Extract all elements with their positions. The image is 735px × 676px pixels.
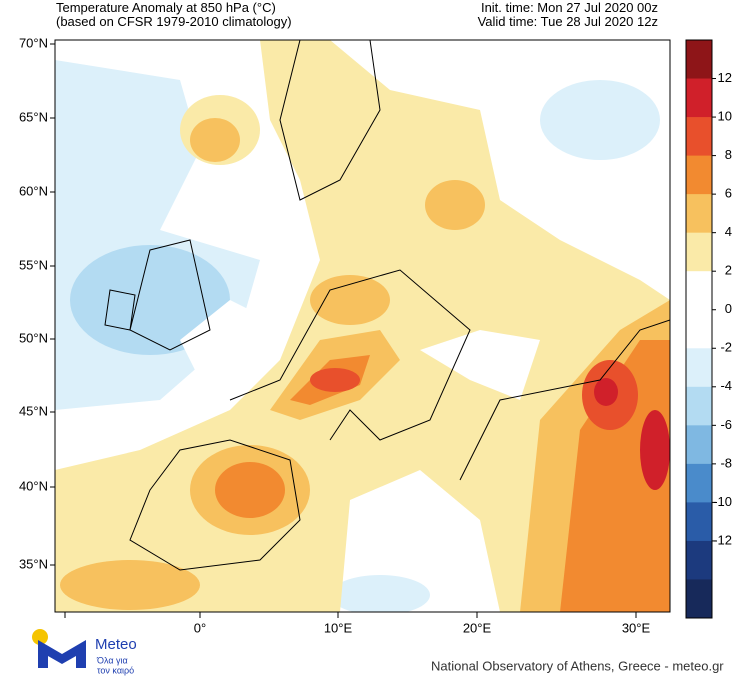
colorbar: 12 10 8 6 4 2 0 -2 -4 -6 -8 -10 -12 [685, 39, 732, 619]
colorbar-band [686, 425, 712, 465]
colorbar-band [686, 271, 712, 311]
lon-label: 30°E [622, 620, 651, 635]
colorbar-band [686, 386, 712, 426]
lat-label: 65°N [19, 109, 48, 124]
colorbar-label: -4 [720, 378, 732, 393]
map-axes: 70°N 65°N 60°N 55°N 50°N 45°N 40°N 35°N 0° 10°E 20… [19, 35, 651, 635]
colorbar-frame [685, 39, 713, 619]
colorbar-band [686, 40, 712, 80]
valid-time: Valid time: Tue 28 Jul 2020 12z [477, 14, 658, 29]
colorbar-label: -6 [720, 417, 732, 432]
subtitle: (based on CFSR 1979-2010 climatology) [56, 14, 292, 29]
colorbar-band [686, 155, 712, 195]
colorbar-label: 8 [725, 147, 732, 162]
logo-tagline: Όλα για [96, 655, 128, 665]
colorbar-label: -10 [713, 494, 732, 509]
colorbar-label: 12 [718, 70, 732, 85]
lat-label: 40°N [19, 478, 48, 493]
colorbar-label: 2 [725, 263, 732, 278]
logo-sun [32, 629, 48, 645]
lat-label: 70°N [19, 35, 48, 50]
init-time: Init. time: Mon 27 Jul 2020 00z [480, 0, 658, 15]
colorbar-label: 4 [725, 224, 732, 239]
colorbar-band [686, 579, 712, 619]
anomaly-field [55, 40, 670, 612]
colorbar-band [686, 78, 712, 118]
title: Temperature Anomaly at 850 hPa (°C) [56, 0, 276, 15]
colorbar-band [686, 232, 712, 272]
lat-label: 55°N [19, 257, 48, 272]
colorbar-band [686, 502, 712, 542]
colorbar-band [686, 194, 712, 234]
colorbar-label: -2 [720, 340, 732, 355]
colorbar-band [686, 348, 712, 388]
logo-tagline: τον καιρό [97, 665, 134, 675]
colorbar-label: 6 [725, 186, 732, 201]
footer: National Observatory of Athens, Greece -… [431, 658, 724, 673]
colorbar-label: 10 [718, 109, 732, 124]
colorbar-band [686, 309, 712, 349]
colorbar-band [686, 463, 712, 503]
lat-label: 35°N [19, 556, 48, 571]
lon-label: 0° [194, 620, 206, 635]
logo-mark [38, 640, 86, 668]
colorbar-band [686, 117, 712, 157]
lat-label: 45°N [19, 403, 48, 418]
colorbar-label: 0 [725, 301, 732, 316]
lon-label: 20°E [463, 620, 492, 635]
logo-name: Meteo [95, 636, 137, 653]
colorbar-band [686, 540, 712, 580]
lon-label: 10°E [324, 620, 353, 635]
colorbar-label: -12 [713, 532, 732, 547]
lat-label: 50°N [19, 330, 48, 345]
lat-label: 60°N [19, 183, 48, 198]
colorbar-label: -8 [720, 455, 732, 470]
